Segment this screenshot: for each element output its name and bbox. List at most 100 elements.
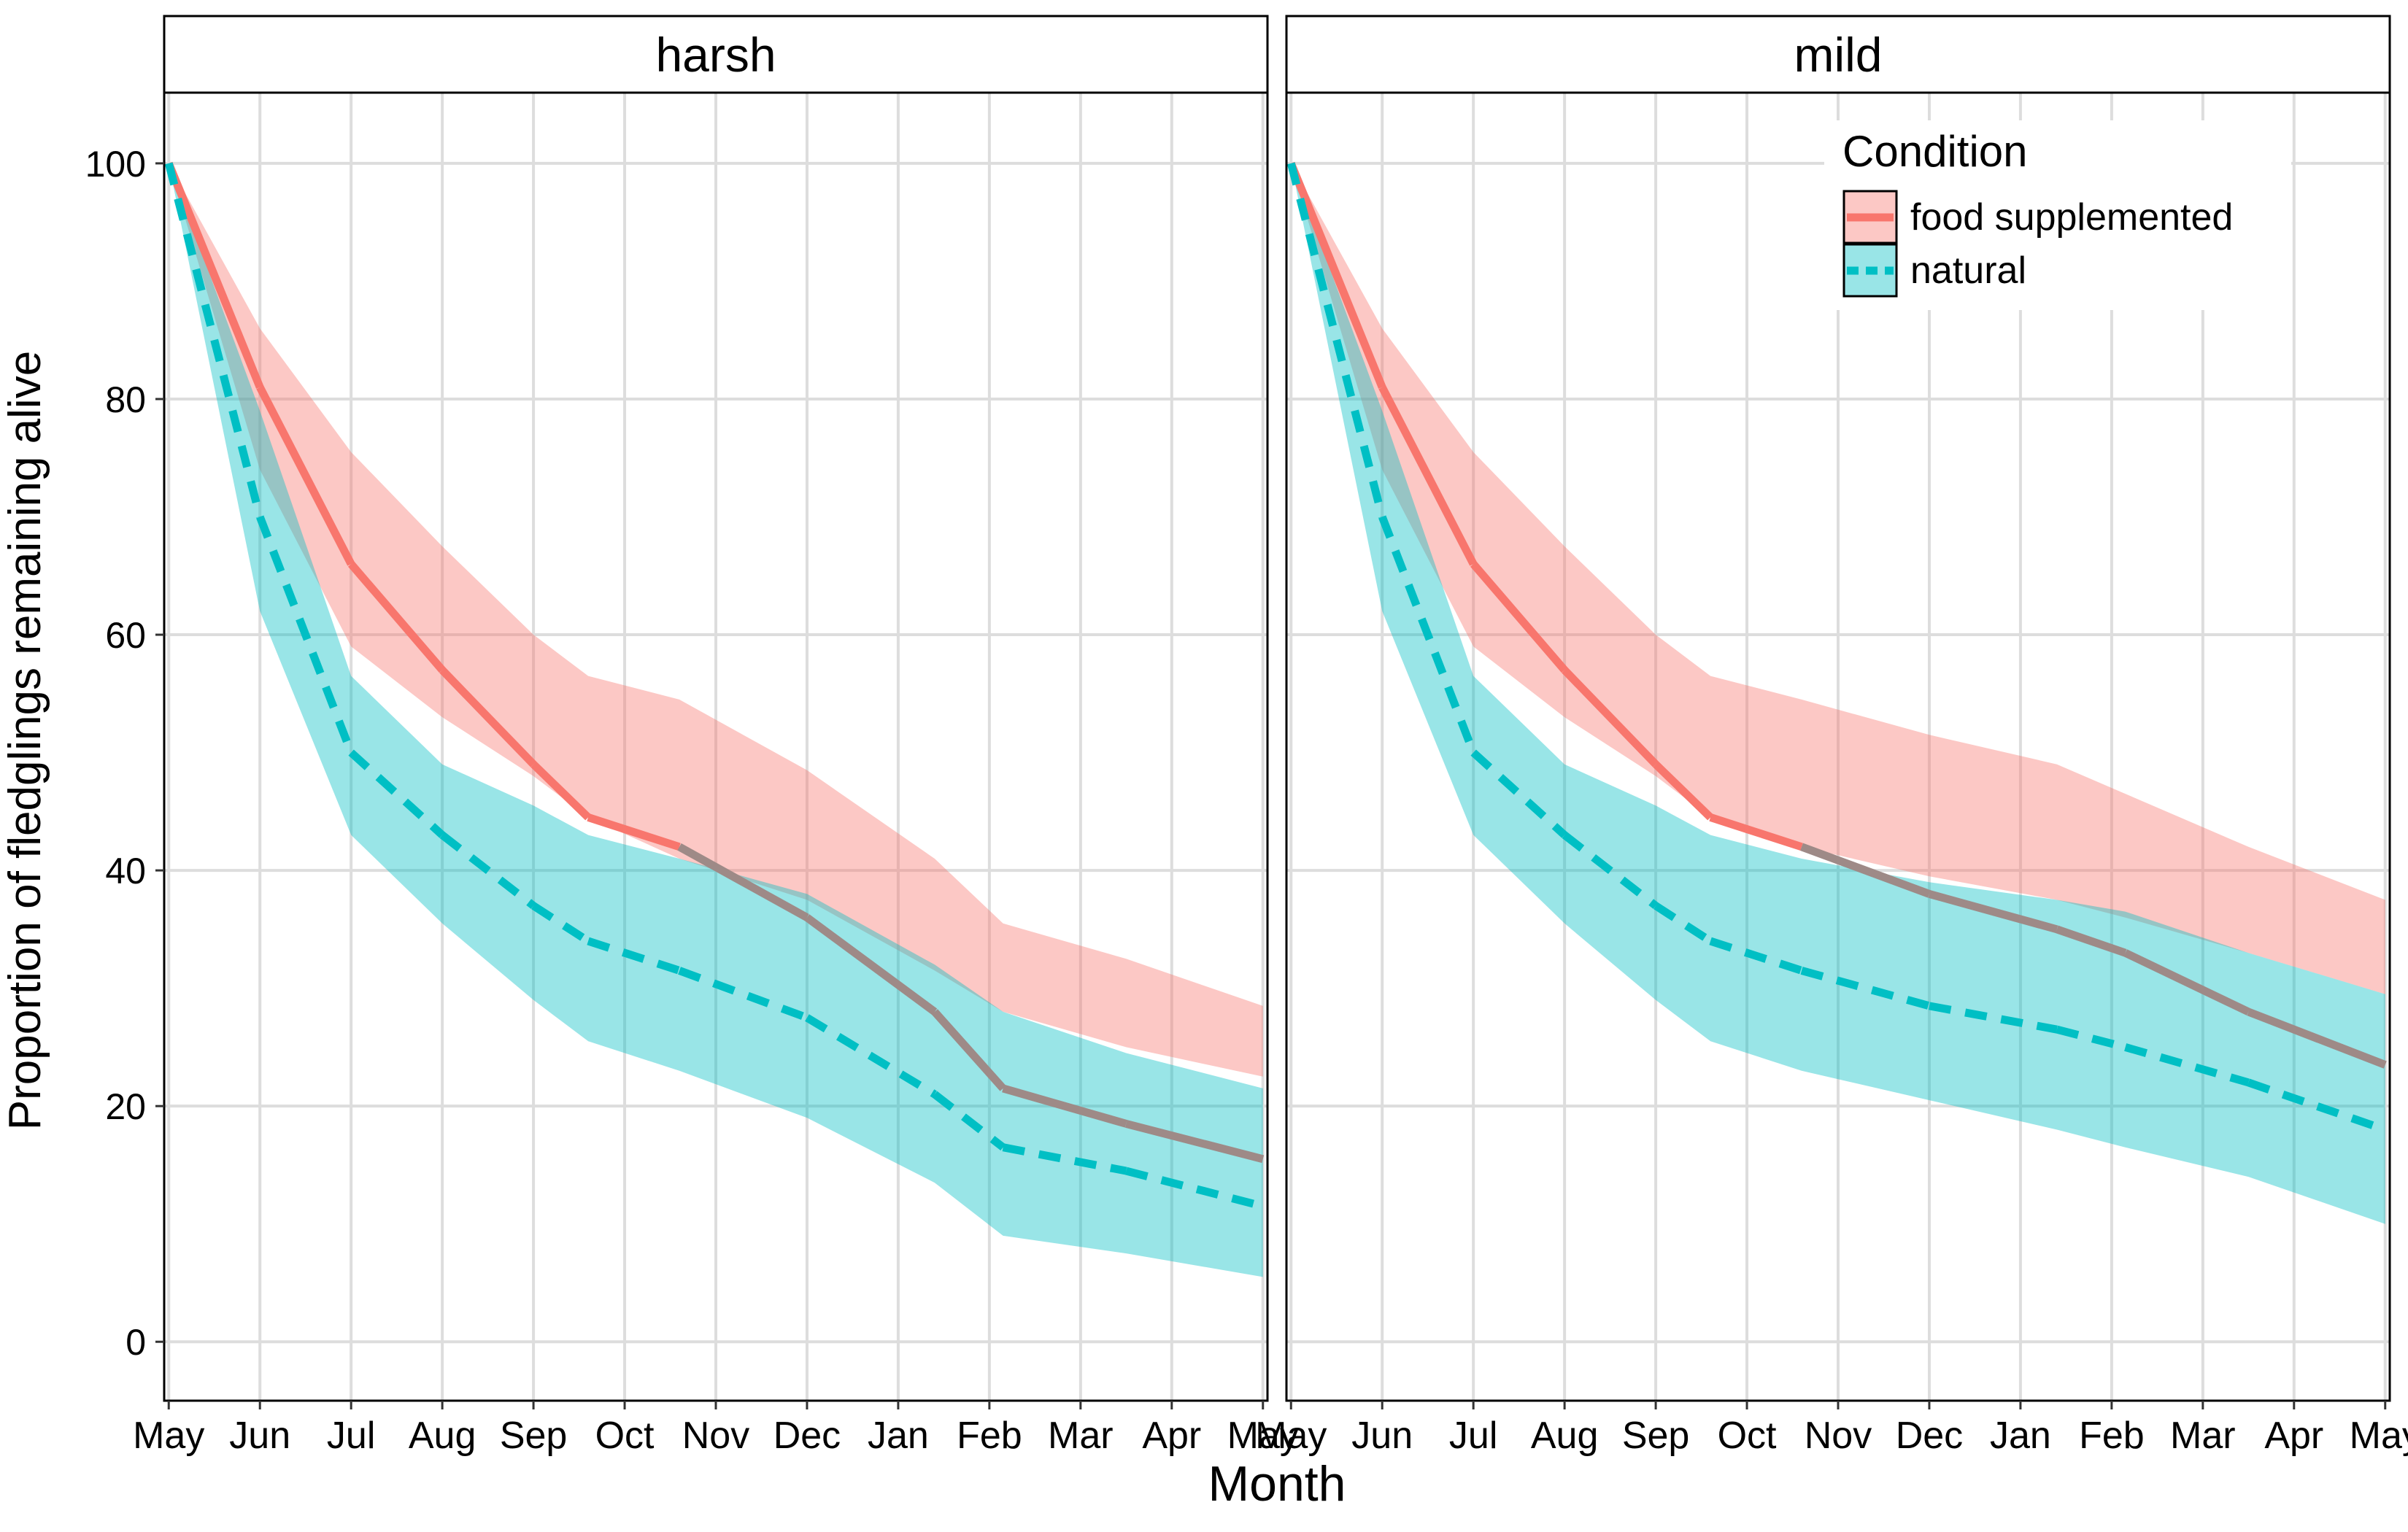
series-segment	[805, 1014, 937, 1098]
facet-strip-label: harsh	[655, 28, 776, 82]
x-tick-label: Sep	[500, 1415, 568, 1457]
x-tick-label: Jun	[1351, 1415, 1413, 1457]
legend-title: Condition	[1842, 127, 2028, 176]
x-tick-label: Dec	[1896, 1415, 1963, 1457]
series-segment	[165, 161, 264, 389]
y-axis: 0 20 40 60 80 100	[85, 144, 164, 1363]
series-segment	[2123, 949, 2250, 1015]
confidence-ribbons	[169, 163, 1263, 1277]
series-segment	[1800, 967, 1931, 1010]
series-segment	[1709, 937, 1803, 975]
x-tick-label: May	[1227, 1415, 1299, 1457]
series-segment	[530, 761, 591, 821]
facet-strip-box	[163, 15, 1269, 94]
ci-ribbon-natural	[1291, 163, 2385, 1224]
gridlines	[164, 93, 1267, 1401]
y-tick-label: 0	[126, 1322, 146, 1363]
series-segment	[2056, 1025, 2126, 1051]
series-segment	[1562, 832, 1659, 909]
series-segment	[2056, 925, 2127, 957]
x-axis: May Jun Jul Aug Sep Oct Nov Dec Jan Feb Mar Apr May	[133, 1401, 1299, 1457]
ci-ribbon-food-supplemented	[169, 163, 1263, 1077]
series-natural	[164, 162, 1265, 1210]
x-axis-title: Month	[1208, 1456, 1346, 1512]
series-segment	[587, 813, 681, 851]
series-segment	[1653, 761, 1713, 821]
x-tick-label: May	[1255, 1415, 1327, 1457]
series-segment	[531, 902, 591, 945]
series-lines	[1286, 161, 2387, 1134]
x-tick-label: Jul	[1449, 1415, 1497, 1457]
series-segment	[1378, 385, 1478, 566]
x-tick-label: Aug	[409, 1415, 476, 1457]
legend-background	[1824, 120, 2291, 310]
x-tick-label: Jul	[327, 1415, 375, 1457]
series-segment	[587, 937, 681, 975]
series-segment	[1470, 561, 1568, 673]
series-segment	[1002, 1143, 1127, 1175]
series-segment	[256, 515, 355, 754]
x-tick-label: Mar	[1048, 1415, 1114, 1457]
x-tick-label: Oct	[595, 1415, 655, 1457]
x-tick-label: Jan	[1990, 1415, 2051, 1457]
x-tick-label: Nov	[682, 1415, 749, 1457]
panel-mild: mild May Jun Jul Aug Sep Oct Nov Dec Jan Feb Mar Apr…	[1255, 15, 2408, 1457]
series-segment	[932, 1091, 1006, 1151]
x-tick-label: Oct	[1718, 1415, 1777, 1457]
series-segment	[1709, 813, 1803, 851]
x-axis: May Jun Jul Aug Sep Oct Nov Dec Jan Feb Mar Apr May	[1255, 1401, 2408, 1457]
series-natural	[1286, 162, 2387, 1134]
y-tick-label: 40	[105, 851, 146, 891]
series-segment	[1124, 1167, 1265, 1210]
y-tick-label: 100	[85, 144, 146, 185]
ci-ribbon-food-supplemented	[1291, 163, 2385, 994]
series-segment	[1562, 667, 1659, 767]
series-segment	[2247, 1007, 2387, 1069]
x-tick-label: Apr	[1142, 1415, 1201, 1457]
facet-strip-box	[1285, 15, 2391, 94]
panel-harsh: harsh May Jun Jul Aug Sep Oct Nov Dec Jan Feb Mar Ap…	[133, 15, 1299, 1457]
series-segment	[1124, 1120, 1265, 1164]
series-segment	[1928, 890, 2058, 934]
confidence-ribbons	[1291, 163, 2385, 1224]
series-segment	[164, 162, 264, 518]
y-tick-label: 20	[105, 1086, 146, 1127]
x-tick-label: Feb	[957, 1415, 1022, 1457]
series-segment	[678, 967, 809, 1022]
x-tick-label: Nov	[1805, 1415, 1872, 1457]
x-tick-label: Mar	[2170, 1415, 2236, 1457]
facet-strip-label: mild	[1794, 28, 1882, 82]
series-segment	[1653, 902, 1713, 945]
y-tick-label: 60	[105, 615, 146, 656]
x-tick-label: Dec	[773, 1415, 841, 1457]
x-tick-label: Jun	[229, 1415, 290, 1457]
x-tick-label: Jan	[868, 1415, 929, 1457]
series-segment	[1800, 843, 1931, 898]
facet-panels: harsh May Jun Jul Aug Sep Oct Nov Dec Jan Feb Mar Ap…	[133, 15, 2408, 1457]
series-segment	[439, 832, 536, 909]
series-segment	[439, 667, 537, 767]
x-tick-label: Sep	[1622, 1415, 1690, 1457]
series-segment	[1470, 749, 1567, 838]
x-tick-label: May	[2350, 1415, 2408, 1457]
series-segment	[347, 561, 446, 673]
legend-entry-label: natural	[1910, 249, 2026, 292]
y-tick-label: 80	[105, 379, 146, 420]
series-segment	[2247, 1078, 2387, 1134]
x-tick-label: Feb	[2079, 1415, 2145, 1457]
legend: Condition food supplemented natural	[1824, 120, 2291, 310]
series-segment	[256, 385, 355, 566]
series-segment	[1286, 162, 1386, 518]
x-tick-label: Aug	[1531, 1415, 1599, 1457]
x-tick-label: Apr	[2264, 1415, 2323, 1457]
series-lines	[164, 161, 1265, 1210]
series-segment	[1378, 515, 1478, 754]
series-segment	[804, 914, 938, 1015]
series-segment	[931, 1009, 1006, 1091]
legend-entry-label: food supplemented	[1910, 196, 2233, 239]
series-segment	[677, 843, 809, 921]
y-axis-title: Proportion of fledglings remaining alive	[0, 351, 50, 1130]
ci-ribbon-natural	[169, 163, 1263, 1277]
gridlines	[1286, 93, 2390, 1401]
